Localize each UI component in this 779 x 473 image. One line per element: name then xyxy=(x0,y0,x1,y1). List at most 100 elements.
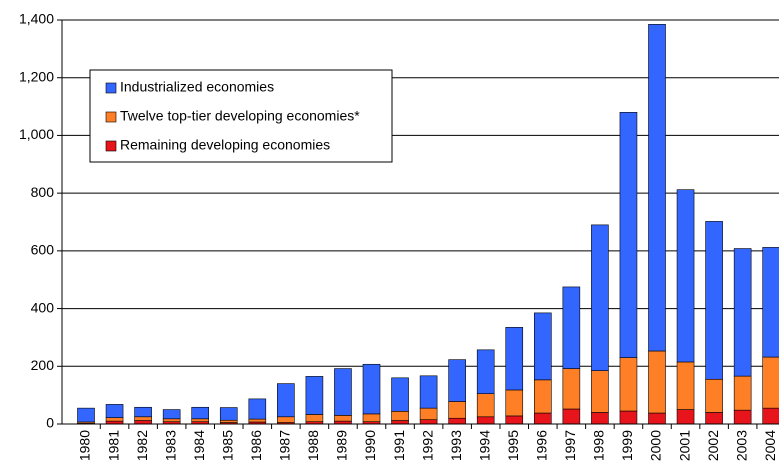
x-tick-label: 1985 xyxy=(219,430,235,461)
bar-segment xyxy=(619,357,638,412)
bar-segment xyxy=(162,409,181,420)
bar-segment xyxy=(134,406,152,418)
x-tick-label: 1990 xyxy=(362,430,378,461)
bar-segment xyxy=(134,420,152,425)
legend-swatch xyxy=(105,82,117,94)
bar-segment xyxy=(191,406,209,420)
y-tick-label: 1,200 xyxy=(19,68,54,84)
x-tick-label: 1988 xyxy=(305,430,321,461)
y-tick-label: 200 xyxy=(31,357,55,373)
legend-label: Twelve top-tier developing economies* xyxy=(120,108,360,124)
x-tick-label: 1984 xyxy=(191,430,207,461)
bar-segment xyxy=(419,375,438,409)
bar-segment xyxy=(648,350,666,414)
bar-segment xyxy=(277,383,295,418)
x-tick-label: 1992 xyxy=(419,430,435,461)
bar-segment xyxy=(533,379,552,414)
x-tick-label: 2000 xyxy=(648,430,664,461)
bar-segment xyxy=(762,407,779,425)
y-tick-label: 1,000 xyxy=(19,126,54,142)
bar-segment xyxy=(619,112,638,358)
x-tick-label: 1986 xyxy=(248,430,264,461)
bar-segment xyxy=(448,401,466,419)
y-tick-label: 1,400 xyxy=(19,11,54,27)
x-tick-label: 1994 xyxy=(476,430,492,461)
bar-segment xyxy=(162,418,181,422)
bar-segment xyxy=(134,416,152,421)
x-tick-label: 1998 xyxy=(591,430,607,461)
bar-segment xyxy=(505,415,524,425)
bar-segment xyxy=(391,420,409,425)
bar-segment xyxy=(305,414,324,422)
x-tick-label: 1987 xyxy=(277,430,293,461)
x-tick-label: 1997 xyxy=(562,430,578,461)
y-tick-label: 400 xyxy=(31,299,55,315)
x-tick-label: 2004 xyxy=(762,430,778,461)
legend-label: Industrialized economies xyxy=(120,79,274,95)
bar-segment xyxy=(762,356,779,409)
bar-segment xyxy=(733,409,752,425)
bar-segment xyxy=(391,377,409,412)
x-tick-label: 2003 xyxy=(733,430,749,461)
legend-box xyxy=(89,69,393,163)
x-tick-label: 1996 xyxy=(534,430,550,461)
bar-segment xyxy=(619,410,638,425)
x-tick-label: 1995 xyxy=(505,430,521,461)
x-tick-label: 1983 xyxy=(162,430,178,461)
bar-segment xyxy=(305,376,324,415)
bar-segment xyxy=(248,418,267,423)
bar-segment xyxy=(505,389,524,417)
bar-segment xyxy=(648,412,666,425)
bar-segment xyxy=(105,404,124,418)
bar-segment xyxy=(476,393,495,418)
bar-segment xyxy=(562,408,581,425)
bar-segment xyxy=(676,189,695,363)
bar-segment xyxy=(676,409,695,425)
y-tick-label: 800 xyxy=(31,184,55,200)
bar-segment xyxy=(705,412,723,425)
x-tick-label: 1981 xyxy=(105,430,121,461)
bar-segment xyxy=(391,411,409,421)
bar-segment xyxy=(419,407,438,420)
bar-segment xyxy=(334,415,352,422)
legend: Industrialized economies Twelve top-tier … xyxy=(89,69,393,163)
bar-segment xyxy=(733,248,752,377)
bar-segment xyxy=(705,378,723,413)
bar-segment xyxy=(562,368,581,410)
bar-segment xyxy=(419,419,438,425)
bar-segment xyxy=(591,370,609,413)
bar-segment xyxy=(476,349,495,394)
bar-segment xyxy=(219,419,238,423)
legend-swatch xyxy=(105,111,117,123)
bar-segment xyxy=(591,224,609,371)
x-tick-label: 1999 xyxy=(619,430,635,461)
bar-segment xyxy=(191,418,209,422)
x-tick-label: 1993 xyxy=(448,430,464,461)
bar-segment xyxy=(362,413,381,422)
bar-segment xyxy=(476,416,495,425)
y-tick-label: 600 xyxy=(31,242,55,258)
bar-segment xyxy=(591,412,609,425)
x-tick-label: 1989 xyxy=(334,430,350,461)
bar-segment xyxy=(77,407,95,423)
bar-segment xyxy=(562,286,581,369)
bar-segment xyxy=(219,407,238,421)
bar-segment xyxy=(676,361,695,410)
bar-segment xyxy=(648,24,666,352)
legend-swatch xyxy=(105,140,117,152)
bar-segment xyxy=(277,416,295,423)
legend-label: Remaining developing economies xyxy=(120,137,330,153)
bar-segment xyxy=(533,412,552,425)
bar-segment xyxy=(533,312,552,381)
bar-segment xyxy=(448,417,466,425)
bar-segment xyxy=(334,368,352,416)
x-tick-label: 2002 xyxy=(705,430,721,461)
bar-segment xyxy=(105,417,124,422)
bar-segment xyxy=(733,375,752,411)
x-tick-label: 1991 xyxy=(391,430,407,461)
bar-segment xyxy=(448,359,466,402)
bar-segment xyxy=(362,363,381,415)
bar-segment xyxy=(505,327,524,391)
x-tick-label: 1980 xyxy=(77,430,93,461)
